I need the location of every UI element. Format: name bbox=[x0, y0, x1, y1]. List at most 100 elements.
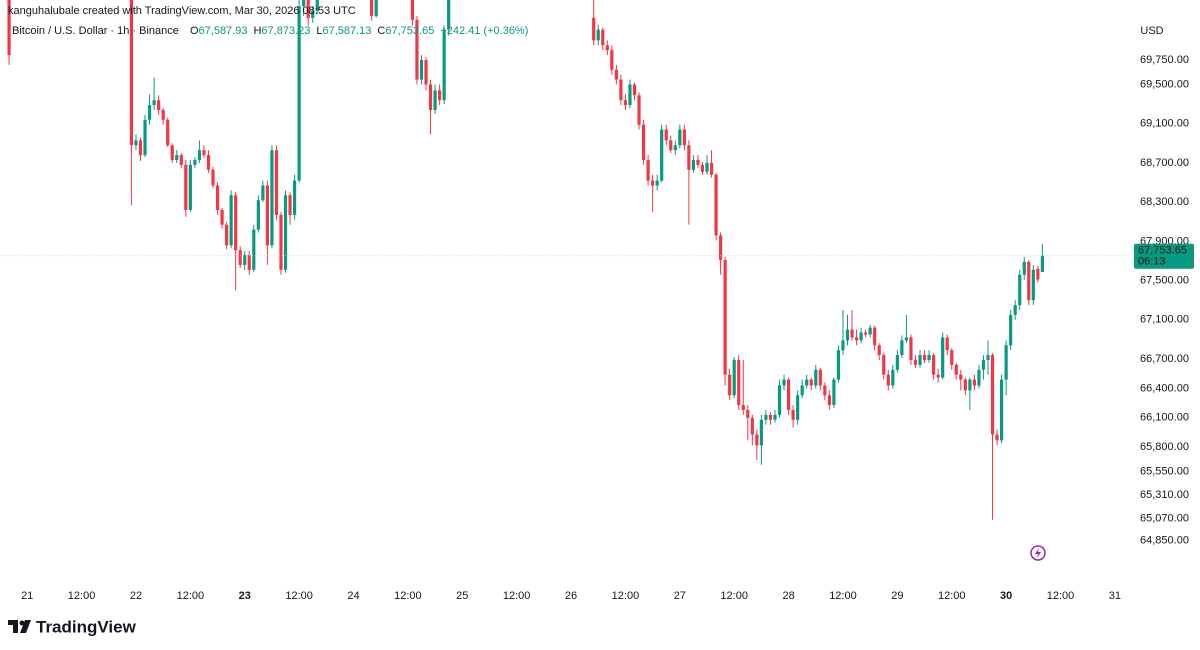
candle-body bbox=[655, 180, 659, 186]
candle-body bbox=[374, 0, 378, 16]
x-tick-label: 28 bbox=[782, 590, 794, 602]
candle-body bbox=[719, 235, 723, 260]
candle-body bbox=[732, 359, 736, 396]
candle-body bbox=[886, 374, 890, 386]
candle-body bbox=[913, 359, 918, 365]
candle-body bbox=[1040, 255, 1044, 272]
x-tick-label: 21 bbox=[21, 590, 33, 602]
x-tick-label: 31 bbox=[1109, 590, 1121, 602]
y-tick-label: 64,850.00 bbox=[1140, 534, 1189, 546]
candle-body bbox=[1013, 305, 1017, 315]
x-tick-label: 12:00 bbox=[177, 590, 205, 602]
candle-body bbox=[134, 140, 138, 146]
currency: USD bbox=[1140, 25, 1163, 37]
candle-body bbox=[877, 345, 881, 356]
candle-body bbox=[238, 250, 242, 265]
candle-body bbox=[1036, 268, 1040, 280]
candle-body bbox=[623, 100, 628, 106]
candle-body bbox=[197, 150, 202, 160]
candle-body bbox=[805, 379, 809, 386]
candle-body bbox=[596, 29, 600, 41]
candle-body bbox=[637, 95, 641, 125]
candle-body bbox=[1031, 269, 1035, 301]
x-tick-label: 12:00 bbox=[720, 590, 748, 602]
candle-body bbox=[968, 379, 972, 391]
candle-body bbox=[297, 6, 301, 181]
candle-body bbox=[7, 0, 11, 56]
candle-body bbox=[814, 369, 818, 386]
y-tick-label: 69,750.00 bbox=[1140, 54, 1189, 66]
x-tick-label: 12:00 bbox=[612, 590, 640, 602]
candle-body bbox=[750, 417, 754, 435]
candle-body bbox=[438, 90, 442, 101]
candle-body bbox=[995, 434, 999, 441]
candle-body bbox=[972, 379, 976, 386]
legend-key: O bbox=[190, 25, 199, 37]
legend-value: 67,753.65 bbox=[385, 25, 434, 37]
legend-change: +242.41 (+0.36%) bbox=[440, 25, 528, 37]
candle-body bbox=[687, 145, 691, 170]
candle-body bbox=[646, 159, 650, 181]
candle-body bbox=[836, 350, 841, 380]
x-tick-label: 12:00 bbox=[68, 590, 96, 602]
candle-body bbox=[206, 155, 211, 170]
candle-body bbox=[764, 414, 768, 420]
candle-body bbox=[220, 209, 224, 225]
y-tick-label: 69,100.00 bbox=[1140, 118, 1189, 130]
y-tick-label: 66,700.00 bbox=[1140, 353, 1189, 365]
x-tick-label: 24 bbox=[347, 590, 359, 602]
brand-logo bbox=[8, 620, 31, 633]
candle-body bbox=[211, 169, 215, 186]
candle-body bbox=[977, 369, 981, 386]
candle-body bbox=[854, 337, 859, 341]
candle-body bbox=[859, 332, 863, 341]
candle-body bbox=[714, 174, 718, 236]
candle-body bbox=[941, 337, 945, 378]
candle-body bbox=[882, 355, 886, 375]
candle-body bbox=[415, 19, 419, 80]
candle-body bbox=[442, 29, 446, 101]
y-tick-label: 66,400.00 bbox=[1140, 382, 1189, 394]
candle-body bbox=[990, 355, 995, 435]
candle-body bbox=[954, 364, 958, 375]
y-tick-label: 65,070.00 bbox=[1140, 513, 1189, 525]
candle-body bbox=[184, 164, 188, 210]
legend: Bitcoin / U.S. Dollar · 1h · Binance O67… bbox=[12, 25, 528, 37]
price-tag-label: 67,753.65 bbox=[1138, 245, 1187, 257]
legend-key: H bbox=[253, 25, 261, 37]
x-tick-label: 26 bbox=[565, 590, 577, 602]
candle-body bbox=[283, 195, 288, 270]
y-tick-label: 65,310.00 bbox=[1140, 489, 1189, 501]
candle-body bbox=[315, 0, 319, 11]
candle-body bbox=[614, 69, 618, 80]
candle-body bbox=[179, 155, 183, 165]
candle-body bbox=[922, 355, 927, 360]
candle-body bbox=[823, 385, 827, 396]
candle-body bbox=[1009, 314, 1013, 346]
candle-body bbox=[229, 195, 233, 246]
candle-body bbox=[773, 414, 777, 420]
candle-body bbox=[891, 369, 895, 386]
y-tick-label: 67,500.00 bbox=[1140, 274, 1189, 286]
candle-body bbox=[641, 124, 646, 160]
candle-body bbox=[274, 150, 279, 215]
brand: TradingView bbox=[36, 617, 137, 636]
candle-body bbox=[302, 0, 306, 7]
y-tick-label: 68,700.00 bbox=[1140, 157, 1189, 169]
candle-body bbox=[628, 84, 632, 106]
candle-body bbox=[999, 379, 1004, 441]
y-tick-label: 65,800.00 bbox=[1140, 441, 1189, 453]
legend-value: 67,587.13 bbox=[322, 25, 371, 37]
candle-body bbox=[755, 434, 759, 446]
candle-body bbox=[782, 379, 786, 386]
candle-body bbox=[138, 140, 143, 156]
candle-body bbox=[166, 119, 170, 146]
candle-body bbox=[193, 159, 197, 165]
candle-body bbox=[981, 359, 986, 370]
candle-body bbox=[292, 180, 297, 215]
x-tick-label: 22 bbox=[130, 590, 142, 602]
candle-body bbox=[895, 355, 899, 370]
candle-body bbox=[605, 45, 609, 51]
